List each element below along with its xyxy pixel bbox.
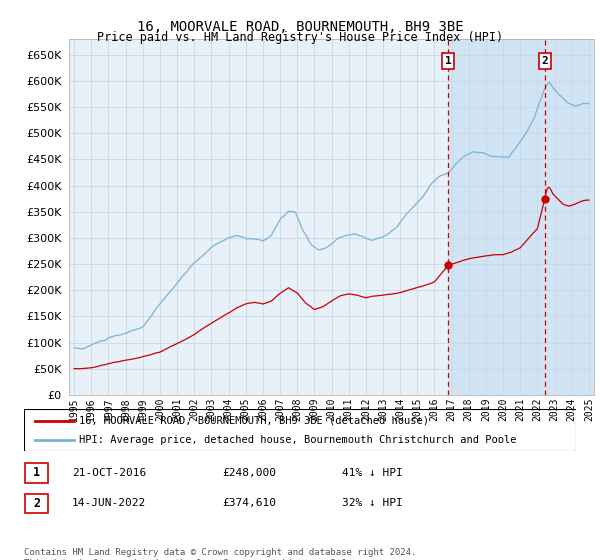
Text: 14-JUN-2022: 14-JUN-2022	[72, 498, 146, 508]
Bar	[25, 463, 48, 483]
Text: 32% ↓ HPI: 32% ↓ HPI	[342, 498, 403, 508]
Text: 1: 1	[445, 56, 452, 66]
Text: 41% ↓ HPI: 41% ↓ HPI	[342, 468, 403, 478]
Text: 2: 2	[33, 497, 40, 510]
Text: 21-OCT-2016: 21-OCT-2016	[72, 468, 146, 478]
Text: This data is licensed under the Open Government Licence v3.0.: This data is licensed under the Open Gov…	[24, 559, 352, 560]
Text: £374,610: £374,610	[222, 498, 276, 508]
Text: HPI: Average price, detached house, Bournemouth Christchurch and Poole: HPI: Average price, detached house, Bour…	[79, 435, 517, 445]
Text: 2: 2	[542, 56, 548, 66]
Text: 16, MOORVALE ROAD, BOURNEMOUTH, BH9 3BE: 16, MOORVALE ROAD, BOURNEMOUTH, BH9 3BE	[137, 20, 463, 34]
Text: 1: 1	[33, 466, 40, 479]
Text: Price paid vs. HM Land Registry's House Price Index (HPI): Price paid vs. HM Land Registry's House …	[97, 31, 503, 44]
Text: £248,000: £248,000	[222, 468, 276, 478]
Text: 16, MOORVALE ROAD, BOURNEMOUTH, BH9 3BE (detached house): 16, MOORVALE ROAD, BOURNEMOUTH, BH9 3BE …	[79, 416, 429, 426]
Bar	[448, 39, 598, 395]
Text: Contains HM Land Registry data © Crown copyright and database right 2024.: Contains HM Land Registry data © Crown c…	[24, 548, 416, 557]
Bar	[25, 493, 48, 514]
